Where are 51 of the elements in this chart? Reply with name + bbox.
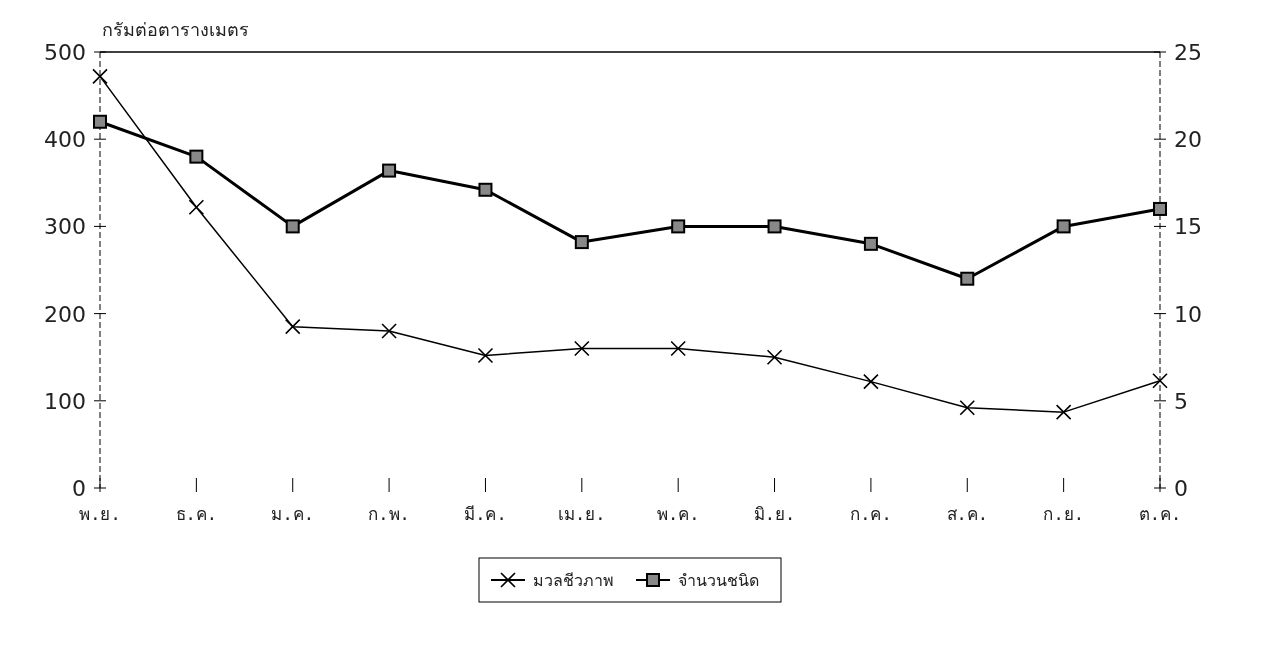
x-tick-label: ก.ย.	[1043, 504, 1084, 524]
y-tick-label: 100	[44, 388, 86, 414]
point	[382, 163, 397, 178]
point	[670, 340, 686, 357]
point	[478, 182, 493, 197]
point	[574, 340, 590, 357]
y2-tick-label: 0	[1174, 476, 1188, 501]
y-tick-label: 0	[72, 476, 86, 501]
point	[477, 347, 494, 364]
legend-label: จำนวนชนิด	[678, 571, 759, 590]
x-tick-label: เม.ย.	[558, 504, 606, 524]
y-axis-title: กรัมต่อตารางเมตร	[102, 19, 249, 40]
y2-tick-label: 10	[1174, 301, 1202, 327]
point	[381, 323, 397, 339]
point	[766, 349, 783, 365]
point	[285, 219, 300, 234]
point	[574, 235, 589, 250]
point	[767, 219, 782, 234]
x-tick-label: มิ.ย.	[753, 504, 796, 524]
point	[863, 373, 879, 390]
point	[959, 399, 976, 416]
x-tick-label: ม.ค.	[271, 504, 314, 524]
point	[960, 271, 975, 286]
y-tick-label: 500	[44, 40, 86, 65]
x-tick-label: ก.พ.	[368, 504, 410, 524]
point	[671, 219, 686, 234]
x-tick-label: ก.ค.	[850, 504, 892, 524]
point	[1055, 404, 1072, 420]
x-tick-label: ต.ค.	[1138, 504, 1182, 524]
y2-tick-label: 5	[1174, 388, 1188, 414]
point	[1153, 201, 1167, 216]
point	[189, 149, 204, 164]
point	[1152, 372, 1168, 389]
point	[188, 199, 205, 216]
point	[93, 114, 107, 129]
y-tick-label: 200	[44, 301, 86, 327]
x-tick-label: ธ.ค.	[175, 504, 218, 524]
y2-tick-label: 20	[1174, 127, 1202, 153]
legend-label: มวลชีวภาพ	[533, 571, 614, 590]
point	[863, 236, 878, 251]
y2-tick-label: 15	[1174, 214, 1202, 240]
point	[1056, 219, 1071, 234]
x-tick-label: มี.ค.	[464, 504, 507, 524]
point	[284, 318, 301, 335]
point	[92, 68, 108, 85]
x-tick-label: ส.ค.	[946, 504, 989, 524]
y-tick-label: 400	[44, 127, 86, 153]
x-tick-label: พ.ย.	[79, 504, 121, 524]
y-tick-label: 300	[44, 214, 86, 240]
y2-tick-label: 25	[1174, 40, 1202, 65]
x-tick-label: พ.ค.	[656, 504, 700, 524]
